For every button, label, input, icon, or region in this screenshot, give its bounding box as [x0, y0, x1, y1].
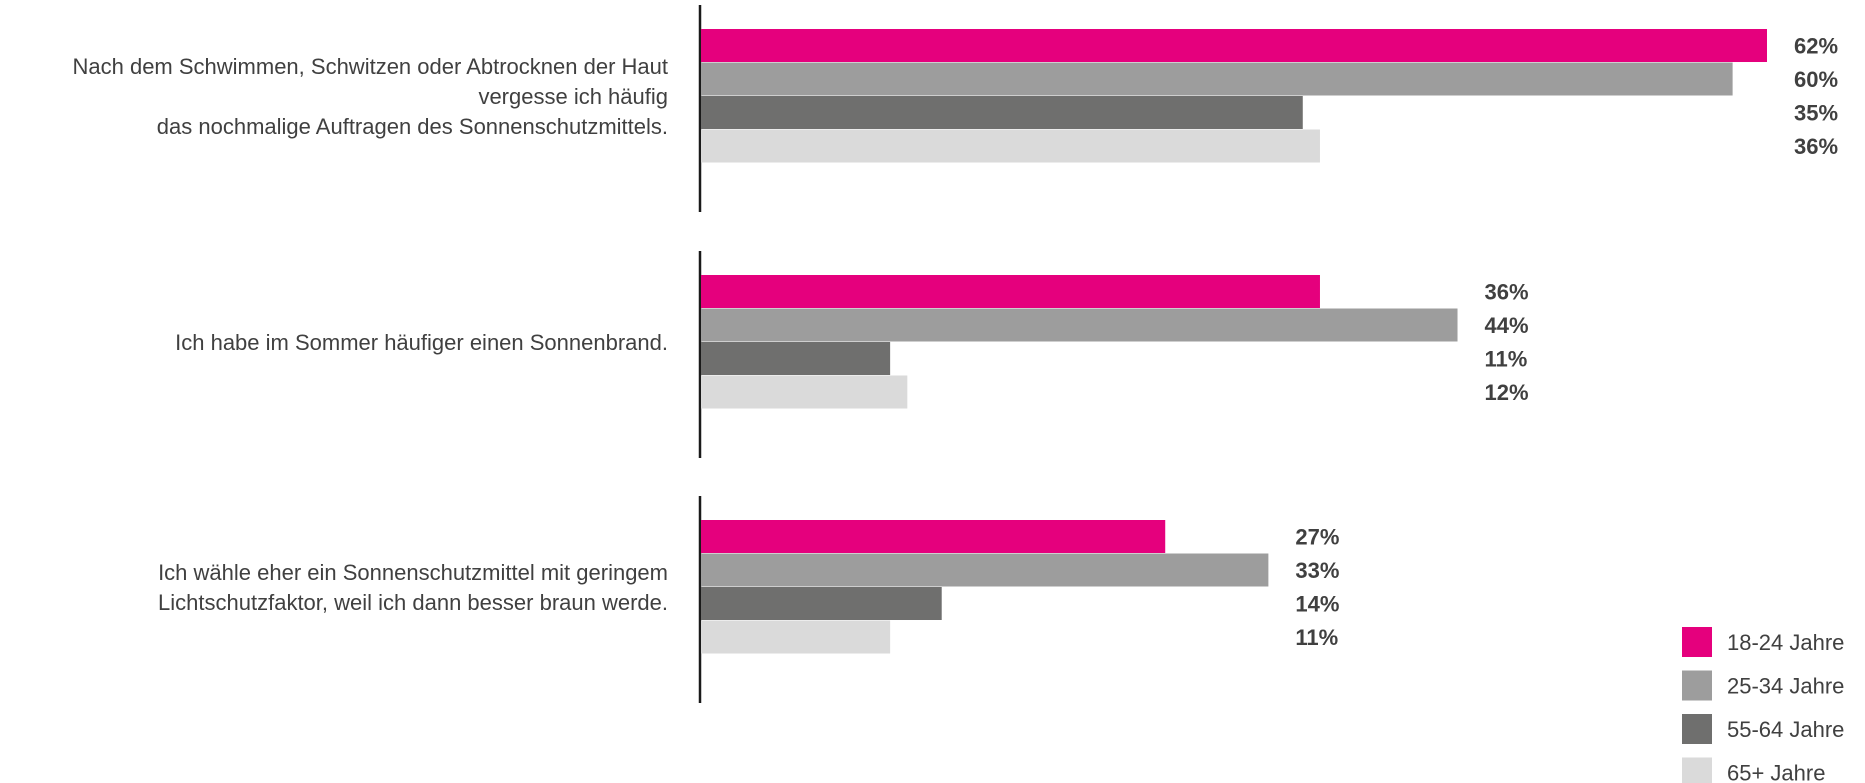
legend-item: 18-24 Jahre	[1682, 627, 1844, 657]
bar-group: 27% 33% 14% 11% Ich wähle eher ein Sonnensch…	[158, 496, 1339, 703]
legend-item: 55-64 Jahre	[1682, 714, 1844, 744]
legend-label: 18-24 Jahre	[1727, 630, 1844, 655]
bar	[701, 308, 1458, 342]
data-label: 33%	[1295, 558, 1339, 583]
data-label: 36%	[1794, 134, 1838, 159]
data-label: 35%	[1794, 101, 1838, 126]
legend-item: 65+ Jahre	[1682, 757, 1825, 783]
category-label: Nach dem Schwimmen, Schwitzen oder Abtro…	[72, 54, 668, 79]
data-label: 44%	[1485, 313, 1529, 338]
bar	[701, 342, 891, 375]
bar	[701, 375, 908, 409]
data-label: 12%	[1485, 380, 1529, 405]
bar-group: 62% 60% 35% 36% Nach dem Schwimmen, Schwitze…	[72, 5, 1838, 212]
legend-label: 65+ Jahre	[1727, 761, 1825, 783]
category-label: Lichtschutzfaktor, weil ich dann besser …	[158, 590, 668, 615]
legend-item: 25-34 Jahre	[1682, 670, 1844, 701]
data-label: 60%	[1794, 67, 1838, 92]
category-label: vergesse ich häufig	[478, 84, 668, 109]
legend-swatch	[1682, 627, 1712, 657]
bar	[701, 553, 1269, 587]
data-label: 11%	[1485, 347, 1528, 372]
bar	[701, 620, 891, 654]
bar	[701, 587, 942, 620]
chart-groups: 62% 60% 35% 36% Nach dem Schwimmen, Schwitze…	[72, 5, 1838, 703]
data-label: 62%	[1794, 34, 1838, 59]
legend-label: 25-34 Jahre	[1727, 674, 1844, 699]
legend: 18-24 Jahre 25-34 Jahre 55-64 Jahre 65+ Jah…	[1682, 627, 1844, 783]
data-label: 36%	[1485, 280, 1529, 305]
legend-label: 55-64 Jahre	[1727, 717, 1844, 742]
legend-swatch	[1682, 714, 1712, 744]
category-label: Ich wähle eher ein Sonnenschutzmittel mi…	[158, 560, 668, 585]
category-label: Ich habe im Sommer häufiger einen Sonnen…	[175, 330, 668, 355]
data-label: 27%	[1295, 525, 1339, 550]
legend-swatch	[1682, 757, 1712, 783]
bar	[701, 96, 1303, 129]
bar	[701, 62, 1733, 96]
bar	[701, 29, 1767, 62]
data-label: 14%	[1295, 592, 1339, 617]
bar	[701, 520, 1166, 553]
bar	[701, 129, 1320, 163]
bar-group: 36% 44% 11% 12% Ich habe im Sommer häufiger …	[175, 251, 1529, 458]
bar	[701, 275, 1320, 308]
category-label: das nochmalige Auftragen des Sonnenschut…	[157, 114, 668, 139]
legend-swatch	[1682, 670, 1712, 701]
data-label: 11%	[1295, 625, 1338, 650]
